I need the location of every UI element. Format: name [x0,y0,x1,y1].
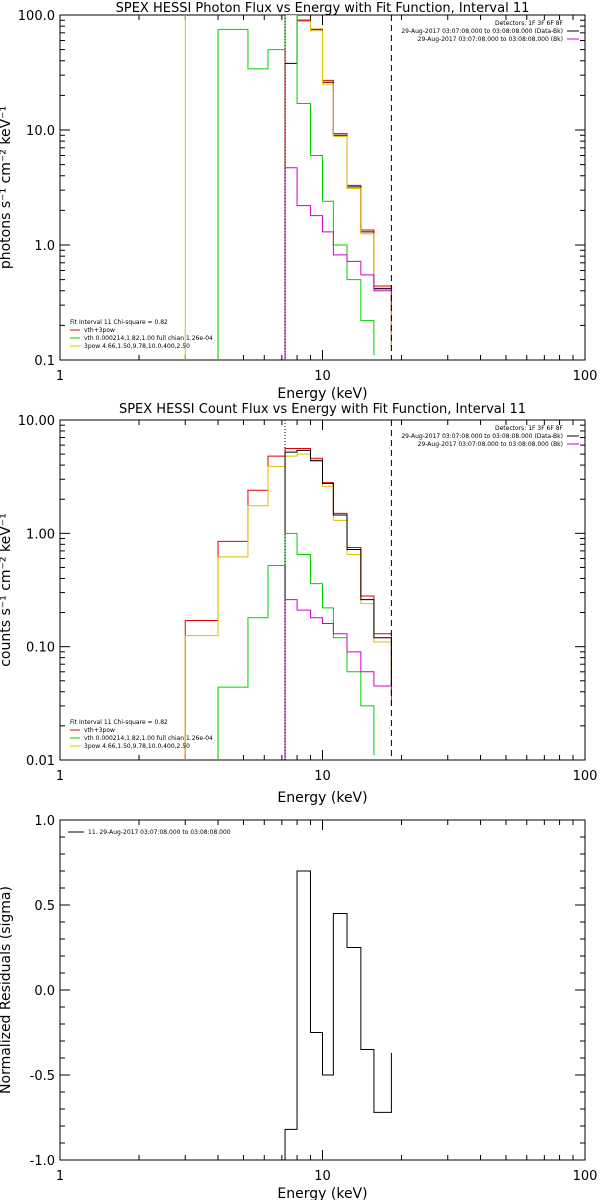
x-tick-label: 1 [56,1169,64,1184]
series-line-1 [184,448,392,760]
legend-bottom-text: vth 0.000214,1.82,1.00 full chian 1.26e-… [84,335,213,342]
series-line-3 [284,449,392,760]
y-tick-label: 0.1 [34,354,55,369]
legend-bottom-text: vth 0.000214,1.82,1.00 full chian 1.26e-… [84,735,213,742]
series-line-3 [184,15,392,360]
panel-2: SPEX HESSI Count Flux vs Energy with Fit… [0,402,597,806]
x-tick-label: 100 [573,769,598,784]
legend-bottom-text: vth+3pow [84,327,115,334]
x-tick-label: 100 [573,1169,598,1184]
y-tick-label: -1.0 [30,1154,55,1169]
x-tick-label: 100 [573,369,598,384]
legend-top-text: 29-Aug-2017 03:07:08.000 to 03:08:08.000… [401,433,563,440]
y-tick-label: 10.0 [26,124,55,139]
x-axis-label: Energy (keV) [277,386,367,402]
plot-frame [59,819,586,1161]
series-line-2 [184,453,392,760]
legend-top-text: Detectors: 1F 3F 6F 8F [495,20,564,27]
legend-top-text: Detectors: 1F 3F 6F 8F [495,425,564,432]
y-tick-label: 1.00 [26,527,55,542]
y-tick-label: 1.0 [34,239,55,254]
x-axis-label: Energy (keV) [277,1186,367,1200]
y-tick-label: 0.0 [34,984,55,999]
legend-bottom-text: 3pow 4.66,1.50,9.78,10.0,400,2.50 [84,343,190,350]
chart-title: SPEX HESSI Count Flux vs Energy with Fit… [119,402,526,417]
series-line-5 [284,599,392,760]
legend-top-text: 29-Aug-2017 03:07:08.000 to 03:08:08.000… [418,441,563,448]
y-tick-label: 10.00 [18,414,55,429]
y-tick-label: 1.0 [34,814,55,829]
x-tick-label: 10 [314,1169,331,1184]
y-axis-label: Normalized Residuals (sigma) [0,886,14,1094]
series-group [184,448,392,760]
legend-top-text: 29-Aug-2017 03:07:08.000 to 03:08:08.000… [418,36,563,43]
legend-bottom-text: vth+3pow [84,727,115,734]
x-tick-label: 10 [314,769,331,784]
series-line-1 [284,19,392,360]
y-axis-label: counts s⁻¹ cm⁻² keV⁻¹ [0,513,14,667]
x-axis-label: Energy (keV) [277,790,367,806]
x-tick-label: 10 [314,369,331,384]
series-group [284,870,392,1160]
series-group [184,15,392,360]
series-line-4 [217,15,375,360]
legend-text: 11. 29-Aug-2017 03:07:08.000 to 03:08:08… [88,829,231,836]
y-tick-label: 0.5 [34,899,55,914]
series-line-5 [284,167,392,360]
legend-bottom-text: Fit Interval 11 Chi-square = 0.82 [70,719,168,726]
y-axis-label: photons s⁻¹ cm⁻² keV⁻¹ [0,106,14,269]
y-tick-label: 0.01 [26,754,55,769]
series-line-1 [284,870,392,1160]
x-tick-label: 1 [56,769,64,784]
x-tick-label: 1 [56,369,64,384]
y-tick-label: 0.10 [26,641,55,656]
series-line-4 [217,532,375,760]
panel-1: SPEX HESSI Photon Flux vs Energy with Fi… [0,1,598,402]
y-tick-label: -0.5 [30,1069,55,1084]
legend-bottom-text: Fit Interval 11 Chi-square = 0.82 [70,319,168,326]
legend-top-text: 29-Aug-2017 03:07:08.000 to 03:08:08.000… [401,28,563,35]
panel-3: Energy (keV) Normalized Residuals (sigma)… [0,814,597,1200]
y-tick-label: 100.0 [18,9,55,24]
legend-bottom-text: 3pow 4.66,1.50,9.78,10.0,400,2.50 [84,743,190,750]
series-line-2 [284,15,392,360]
chart-title: SPEX HESSI Photon Flux vs Energy with Fi… [116,1,530,16]
